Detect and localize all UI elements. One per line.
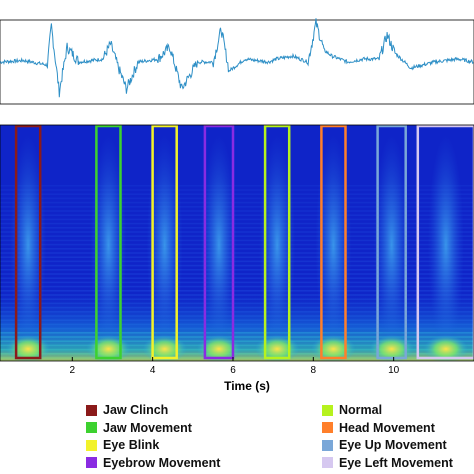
signal-trace	[0, 18, 474, 98]
spectrogram-band	[0, 227, 474, 229]
spectrogram-frame	[0, 124, 474, 362]
legend-item: Eye Left Movement	[322, 455, 453, 471]
spectrogram-band	[0, 264, 474, 267]
spectrogram-band	[0, 248, 474, 250]
spectrogram-band	[0, 189, 474, 191]
x-tick-label: 4	[150, 365, 156, 376]
spectrogram-band	[0, 222, 474, 225]
spectrogram-band	[0, 231, 474, 233]
legend-swatch	[86, 404, 97, 416]
legend-label: Jaw Clinch	[103, 403, 169, 417]
legend-label: Jaw Movement	[103, 420, 192, 435]
event-box	[151, 125, 178, 360]
event-box	[203, 125, 235, 360]
spectrogram-band	[0, 256, 474, 258]
spectrogram-band	[0, 185, 474, 187]
x-tick-label: 8	[311, 365, 317, 376]
spectrogram-band	[0, 193, 474, 195]
event-box	[320, 125, 347, 360]
spectrogram-cloud	[259, 135, 296, 355]
spectrogram-band	[0, 277, 474, 279]
legend-swatch	[86, 457, 97, 468]
legend-item: Eye Up Movement	[322, 437, 447, 453]
legend-label: Eyebrow Movement	[103, 455, 221, 470]
spectrogram-cloud	[315, 135, 352, 355]
spectrogram-hotspot	[196, 335, 241, 361]
spectrogram-band	[0, 210, 474, 212]
legend-label: Head Movement	[339, 420, 435, 435]
legend-item: Eyebrow Movement	[86, 455, 220, 471]
event-box	[263, 125, 291, 360]
legend-item: Jaw Movement	[86, 420, 192, 436]
spectrogram-band	[0, 260, 474, 263]
spectrogram-cloud	[373, 135, 410, 355]
spectrogram-band	[0, 361, 474, 363]
spectrogram-band	[0, 197, 474, 200]
legend-swatch	[322, 439, 333, 451]
x-axis-title: Time (s)	[224, 379, 270, 393]
legend-label: Eye Left Movement	[339, 455, 453, 470]
spectrogram-band	[0, 252, 474, 254]
legend-swatch	[322, 457, 333, 468]
x-tick-label: 10	[388, 365, 400, 376]
spectrogram-hotspot	[369, 335, 414, 361]
spectrogram-cloud	[200, 135, 237, 355]
spectrogram-cloud	[90, 135, 127, 355]
spectrogram-energy-blobs	[6, 135, 468, 361]
spectrogram-cloud	[146, 135, 183, 355]
legend: Jaw Clinch Jaw Movement Eye Blink Eyebrow M…	[0, 400, 474, 474]
legend-item: Jaw Clinch	[86, 402, 168, 418]
spectrogram-band	[0, 273, 474, 275]
spectrogram-band	[0, 206, 474, 208]
spectrogram-hotspot	[423, 335, 468, 361]
legend-item: Head Movement	[322, 420, 435, 436]
signal-panel	[0, 18, 474, 105]
spectrogram-band	[0, 218, 474, 221]
legend-label: Normal	[339, 403, 383, 417]
event-box	[14, 125, 42, 360]
event-box	[376, 125, 407, 360]
spectrogram-band	[0, 281, 474, 284]
spectrogram-band	[0, 243, 474, 246]
legend-item: Normal	[322, 402, 382, 418]
legend-swatch	[322, 404, 333, 416]
event-box	[95, 125, 122, 360]
legend-swatch	[86, 422, 97, 433]
x-axis: 2 4 6 8 10	[70, 357, 400, 376]
spectrogram-cloud	[10, 135, 47, 355]
legend-label: Eye Blink	[103, 438, 160, 452]
spectrogram-band	[0, 201, 474, 204]
legend-label: Eye Up Movement	[339, 438, 447, 452]
spectrogram-panel	[0, 125, 474, 363]
spectrogram-band	[0, 239, 474, 242]
spectrogram-band	[0, 269, 474, 271]
legend-item: Eye Blink	[86, 437, 159, 453]
spectrogram-band	[0, 235, 474, 237]
x-tick-label: 6	[230, 365, 236, 376]
legend-swatch	[86, 439, 97, 451]
x-tick-label: 2	[70, 365, 76, 376]
spectrogram-cloud	[427, 135, 464, 355]
legend-swatch	[322, 422, 333, 433]
spectrogram-band	[0, 214, 474, 216]
